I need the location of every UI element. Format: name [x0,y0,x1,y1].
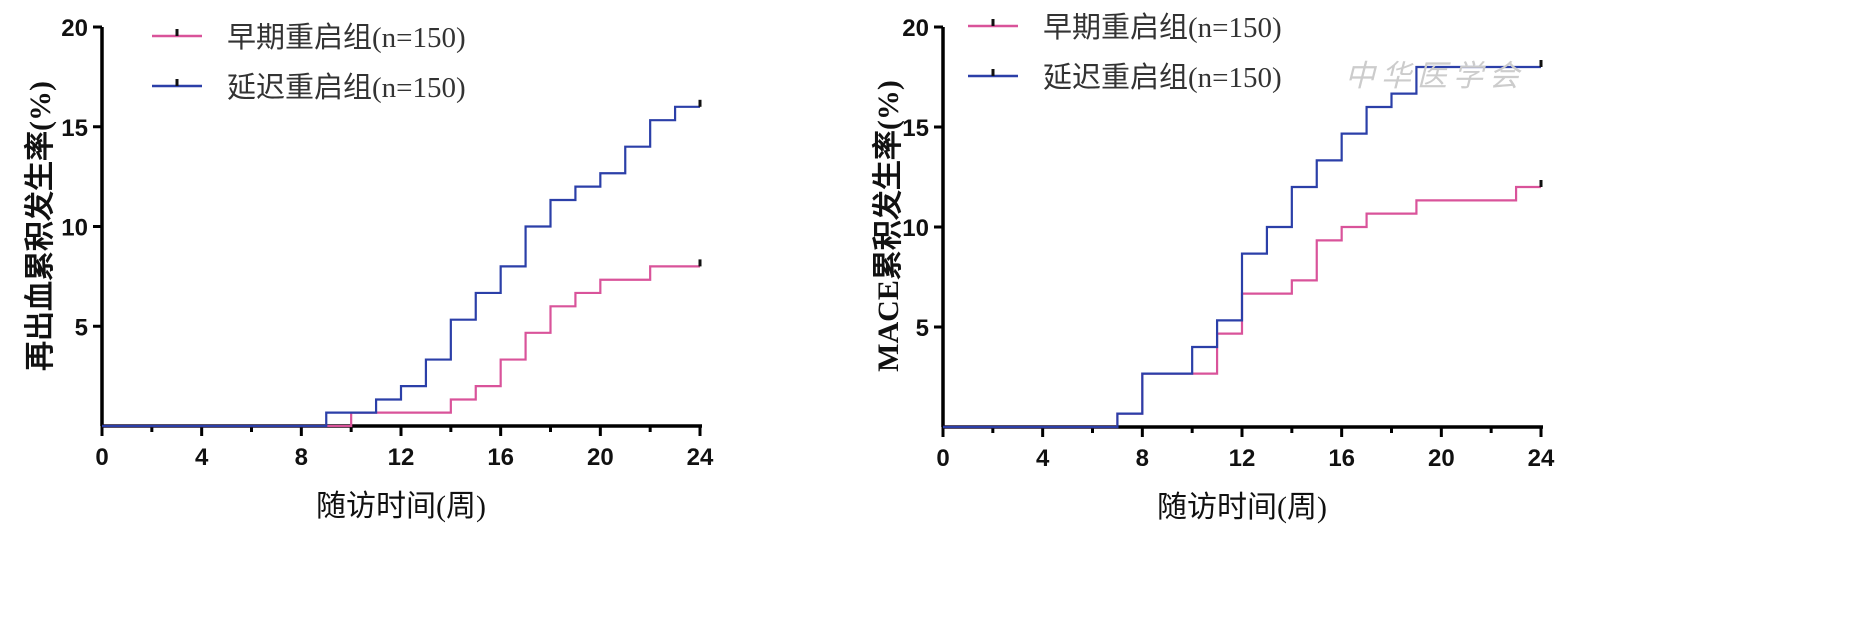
x-tick-label: 0 [95,444,108,471]
legend-label: 早期重启组(n=150) [227,21,466,54]
legend-label: 延迟重启组(n=150) [227,71,466,104]
series-line-early [102,265,700,428]
legend-label: 延迟重启组(n=150) [1043,61,1282,94]
x-tick-label: 20 [1428,445,1455,472]
y-tick-label: 10 [61,215,88,242]
y-axis-title: 再出血累积发生率(%) [24,81,57,371]
x-tick-label: 4 [1036,445,1050,472]
x-axis-title: 随访时间(周) [316,490,486,523]
x-tick-label: 24 [687,444,714,471]
x-tick-label: 16 [487,444,514,471]
y-tick-label: 5 [916,315,929,342]
x-tick-label: 12 [388,444,415,471]
watermark-seal: 中华医学会 [1345,60,1525,93]
x-tick-label: 8 [1136,445,1149,472]
legend-n-label: (n=150) [372,22,466,54]
y-tick-label: 20 [902,15,929,42]
y-tick-label: 20 [61,15,88,42]
chart-panel-2: 0 4 8 12 16 20 24 5 10 15 20 随访时间(周) MACE累积发生率(%) 早期重… [872,11,1555,524]
x-tick-label: 0 [936,445,949,472]
x-tick-label: 12 [1229,445,1256,472]
x-tick-label: 8 [295,444,308,471]
y-tick-label: 15 [61,115,88,142]
y-tick-label: 15 [902,115,929,142]
x-axis-title: 随访时间(周) [1157,491,1327,524]
chart-panel-1: 0 4 8 12 16 20 24 5 10 15 20 随访时间(周) 再出血累积发生率(%) 早期重启… [24,15,714,523]
legend-name: 延迟重启组 [1043,61,1188,94]
legend-n-label: (n=150) [1188,62,1282,94]
legend-n-label: (n=150) [372,72,466,104]
legend-label: 早期重启组(n=150) [1043,11,1282,44]
x-tick-label: 24 [1528,445,1555,472]
y-axis-title: MACE累积发生率(%) [872,80,905,372]
x-tick-label: 16 [1328,445,1355,472]
legend-n-label: (n=150) [1188,12,1282,44]
y-tick-label: 10 [902,215,929,242]
series-line-delayed [943,65,1541,429]
legend-name: 早期重启组 [227,21,372,54]
x-tick-label: 20 [587,444,614,471]
x-tick-label: 4 [195,444,209,471]
series-line-delayed [102,105,700,428]
legend-name: 早期重启组 [1043,11,1188,44]
legend-name: 延迟重启组 [227,71,372,104]
y-tick-label: 5 [75,314,88,341]
